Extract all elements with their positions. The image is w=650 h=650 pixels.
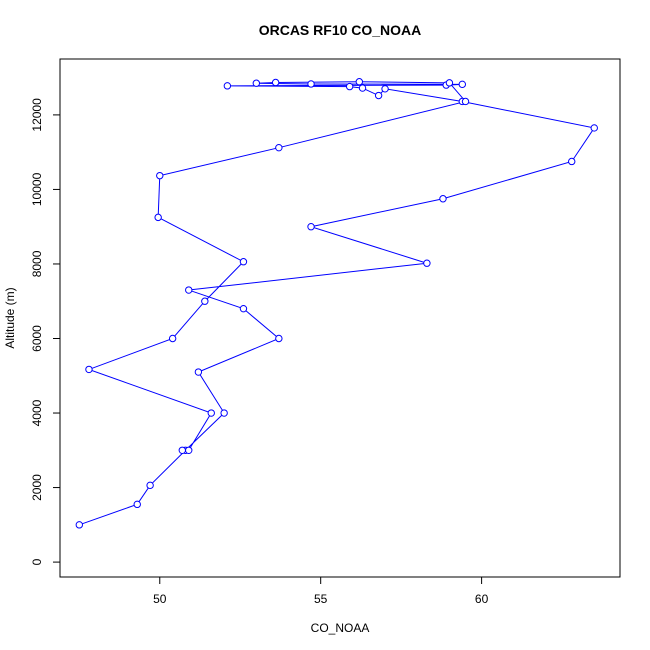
data-point — [358, 84, 367, 92]
series-line — [79, 81, 596, 526]
data-point — [458, 80, 466, 89]
data-point — [307, 80, 315, 88]
y-axis-label: Altitude (m) — [3, 287, 17, 348]
data-point — [239, 304, 248, 313]
data-point — [154, 213, 162, 222]
plot-frame — [59, 58, 621, 578]
data-point — [185, 446, 193, 454]
data-point — [168, 334, 177, 343]
y-tick-label: 4000 — [30, 399, 44, 426]
data-point — [146, 481, 154, 490]
data-point — [423, 259, 431, 267]
x-axis-label: CO_NOAA — [311, 621, 370, 635]
data-point — [568, 157, 576, 166]
data-point — [381, 85, 389, 93]
data-point — [439, 195, 447, 203]
y-tick-label: 8000 — [30, 250, 44, 277]
data-point — [220, 409, 228, 417]
data-point — [239, 258, 248, 266]
y-tick-label: 12000 — [30, 98, 44, 132]
series-layer — [75, 78, 598, 529]
chart-title: ORCAS RF10 CO_NOAA — [259, 22, 422, 38]
data-point — [271, 78, 280, 87]
data-point — [201, 297, 209, 305]
data-point — [275, 143, 283, 152]
data-point — [445, 79, 454, 87]
data-point — [374, 91, 383, 100]
data-point — [75, 521, 84, 529]
data-point — [345, 82, 354, 91]
data-point — [178, 446, 186, 454]
x-tick-label: 60 — [475, 592, 489, 606]
y-tick-label: 2000 — [30, 474, 44, 501]
data-point — [185, 286, 193, 294]
data-point — [156, 171, 164, 180]
data-point — [307, 222, 315, 231]
data-point — [590, 124, 598, 132]
data-point — [252, 79, 261, 87]
x-axis: 50 55 60 — [153, 577, 489, 606]
x-tick-label: 55 — [314, 592, 328, 606]
data-point — [207, 409, 215, 417]
y-tick-label: 6000 — [30, 325, 44, 352]
data-point — [461, 97, 470, 106]
data-point — [223, 82, 232, 90]
data-point — [133, 500, 141, 509]
data-point — [85, 365, 93, 374]
data-point — [355, 78, 364, 86]
y-axis: 0 2000 4000 6000 8000 10000 12000 — [30, 98, 60, 565]
data-point — [275, 334, 283, 343]
x-tick-label: 50 — [153, 592, 167, 606]
y-tick-label: 0 — [30, 558, 44, 565]
data-point — [194, 368, 203, 376]
y-tick-label: 10000 — [30, 172, 44, 206]
